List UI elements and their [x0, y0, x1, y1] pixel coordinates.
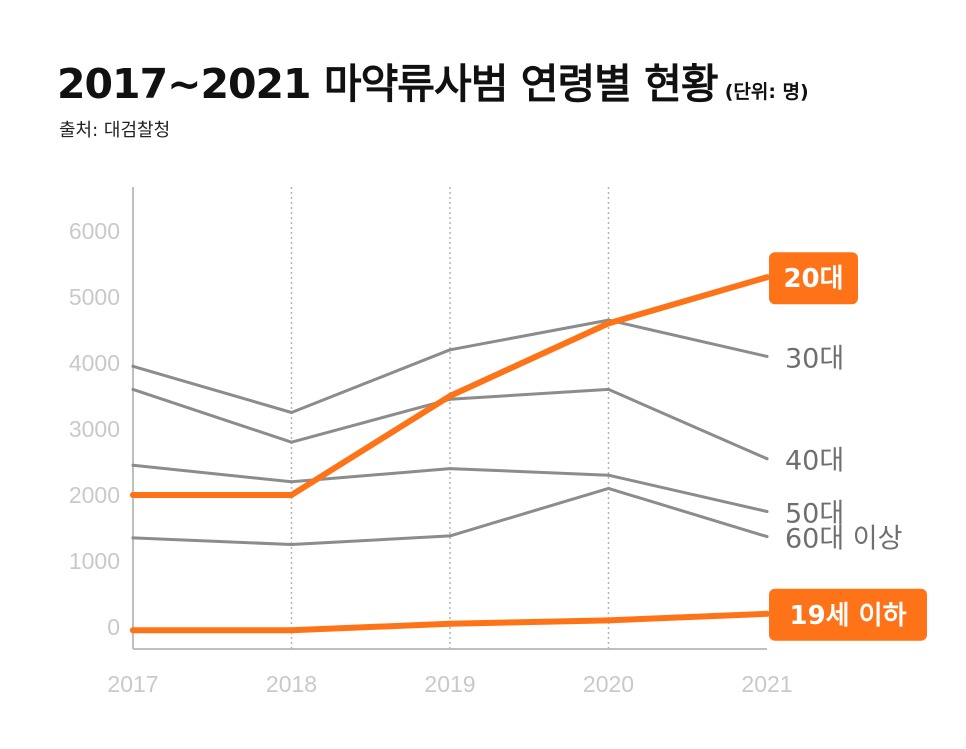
data-point [290, 543, 293, 546]
data-point [607, 486, 610, 490]
data-point [290, 480, 293, 484]
data-point [290, 440, 293, 444]
data-point [130, 627, 136, 634]
y-tick-label: 0 [107, 614, 120, 640]
data-point [448, 348, 452, 352]
data-point [607, 473, 610, 477]
x-tick-label: 2018 [266, 671, 317, 697]
series-label: 50대 [785, 499, 844, 530]
x-tick-label: 2017 [107, 671, 158, 697]
source-label: 출처: 대검찰청 [59, 120, 171, 141]
x-tick-label: 2021 [741, 671, 792, 697]
data-point [447, 393, 453, 399]
data-point [605, 320, 612, 327]
data-point [130, 492, 136, 498]
series-label-box [769, 588, 927, 641]
data-point [765, 535, 769, 539]
series-label: 60대 이상 [785, 524, 902, 555]
y-tick-label: 2000 [69, 482, 120, 508]
data-point [288, 627, 295, 634]
series-label-box [769, 252, 858, 305]
data-point [131, 387, 135, 391]
data-point [290, 411, 293, 414]
series-label: 19세 이하 [790, 601, 907, 631]
data-point [765, 510, 769, 513]
chart-title: 2017~2021 마약류사범 연령별 현황 [57, 60, 719, 108]
data-point [765, 457, 769, 461]
series-label: 40대 [785, 446, 844, 477]
data-point [288, 492, 295, 498]
unit-label: (단위: 명) [724, 81, 809, 103]
data-point [764, 610, 770, 617]
y-tick-label: 6000 [69, 218, 120, 244]
series-label: 20대 [783, 264, 843, 294]
series-label: 30대 [785, 343, 844, 374]
y-tick-label: 4000 [69, 350, 120, 376]
data-point [764, 274, 770, 281]
data-point [131, 463, 135, 467]
x-tick-label: 2019 [424, 671, 475, 697]
data-point [765, 354, 769, 358]
data-point [448, 467, 452, 471]
data-point [447, 620, 453, 627]
y-tick-label: 5000 [69, 284, 120, 310]
data-point [448, 534, 452, 538]
y-tick-label: 1000 [69, 548, 120, 574]
data-point [131, 364, 135, 368]
y-tick-label: 3000 [69, 416, 120, 442]
data-point [131, 536, 135, 540]
data-point [605, 617, 612, 624]
x-tick-label: 2020 [583, 671, 634, 697]
title-row: 2017~2021 마약류사범 연령별 현황 (단위: 명) [57, 50, 809, 110]
data-point [607, 387, 610, 391]
